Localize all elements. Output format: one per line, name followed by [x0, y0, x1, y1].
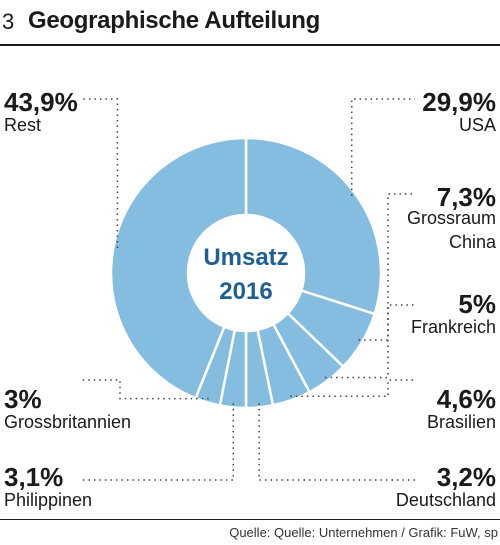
slice-usa	[244, 136, 383, 316]
leader-line-usa	[350, 98, 415, 196]
category-label-philippinen: Philippinen	[4, 490, 92, 510]
figure-number: 3	[2, 9, 15, 34]
source-note: Quelle: Quelle: Unternehmen / Grafik: Fu…	[229, 525, 498, 540]
value-label-deutschland: 3,2%	[437, 462, 496, 492]
value-label-grossraum-china: 7,3%	[437, 182, 496, 212]
category-label-grossraum-china: Grossraum	[407, 208, 496, 228]
chart-title: Geographische Aufteilung	[28, 7, 320, 34]
category-label-usa: USA	[459, 115, 496, 135]
value-label-usa: 29,9%	[422, 87, 496, 117]
value-label-brasilien: 4,6%	[437, 384, 496, 414]
center-label: Umsatz	[203, 244, 288, 271]
leader-line-deutschland	[258, 403, 415, 481]
category-label-grossbritannien: Grossbritannien	[4, 412, 131, 432]
value-label-grossbritannien: 3%	[4, 384, 42, 414]
slice-rest	[109, 136, 248, 400]
header-rule	[0, 44, 500, 46]
value-label-frankreich: 5%	[458, 289, 496, 319]
donut-chart: Umsatz 2016 29,9%USA 7,3%Grossraum China 5%Fr…	[4, 87, 497, 510]
category-label-rest: Rest	[4, 115, 41, 135]
footer-rule	[0, 519, 500, 520]
category-label-frankreich: Frankreich	[411, 317, 496, 337]
leader-line-rest	[80, 98, 119, 249]
leader-line-frankreich	[324, 304, 415, 379]
category-label-brasilien: Brasilien	[427, 412, 496, 432]
chart-header: 3 Geographische Aufteilung	[0, 0, 500, 46]
category-label-grossraum-china: China	[449, 232, 497, 252]
leader-line-grossbritannien	[80, 379, 209, 400]
category-label-deutschland: Deutschland	[396, 490, 496, 510]
value-label-rest: 43,9%	[4, 87, 78, 117]
value-label-philippinen: 3,1%	[4, 462, 63, 492]
center-label: 2016	[219, 278, 272, 305]
leader-line-brasilien	[290, 379, 415, 398]
